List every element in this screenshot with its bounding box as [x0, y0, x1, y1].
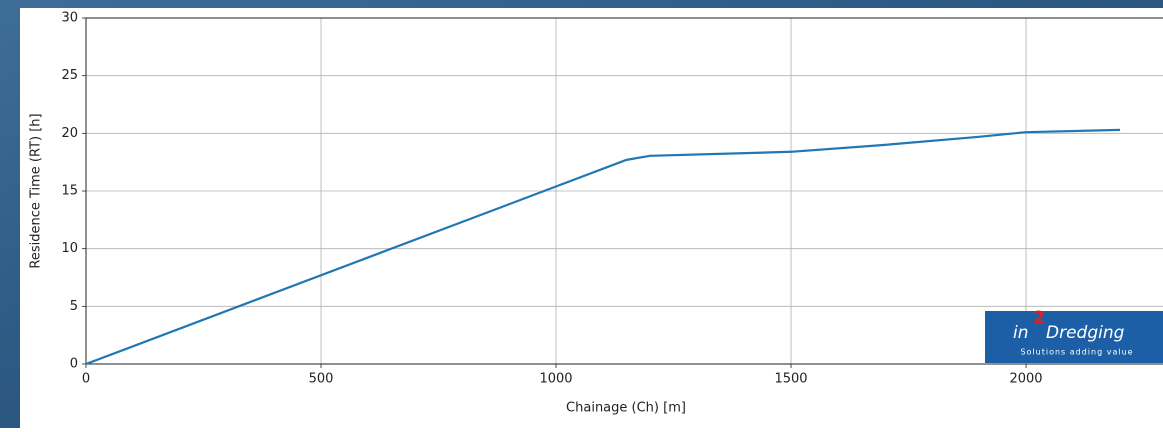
- y-tick-label: 25: [61, 68, 78, 83]
- x-tick-label: 2000: [1009, 372, 1042, 387]
- logo: in 2 Dredging Solutions adding value: [985, 308, 1163, 363]
- x-axis-label: Chainage (Ch) [m]: [566, 401, 686, 416]
- logo-tagline: Solutions adding value: [1020, 348, 1133, 357]
- chart-panel: [20, 8, 1163, 428]
- y-tick-label: 5: [70, 299, 78, 314]
- x-tick-label: 1000: [539, 372, 572, 387]
- x-tick-label: 0: [82, 372, 90, 387]
- y-axis-label: Residence Time (RT) [h]: [29, 113, 44, 268]
- y-tick-label: 10: [61, 241, 78, 256]
- y-tick-label: 20: [61, 126, 78, 141]
- x-tick-label: 500: [309, 372, 334, 387]
- y-tick-label: 15: [61, 184, 78, 199]
- x-tick-label: 1500: [774, 372, 807, 387]
- logo-name: Dredging: [1046, 323, 1125, 343]
- y-tick-label: 0: [70, 357, 78, 372]
- logo-superscript: 2: [1033, 308, 1045, 328]
- logo-prefix: in: [1013, 323, 1029, 343]
- screen: 0 5 10 15 20 25 30 0 500 1000 1500 2000 Chainage (C…: [0, 0, 1163, 428]
- y-tick-label: 30: [61, 11, 78, 26]
